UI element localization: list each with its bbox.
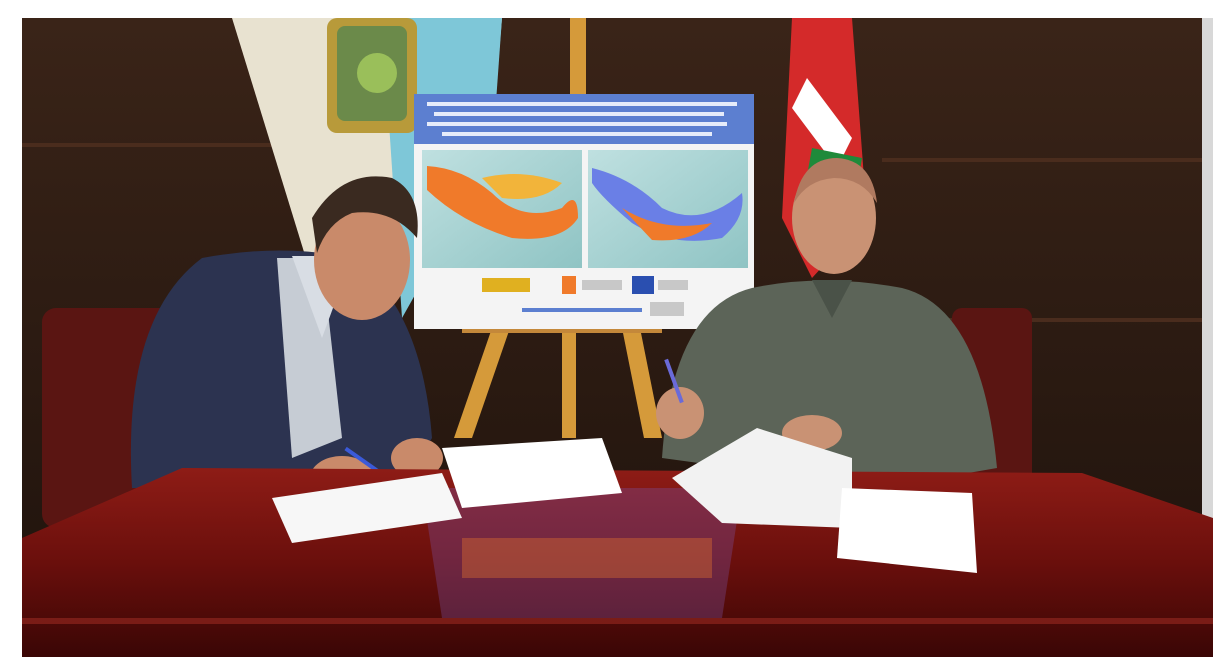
flood-map-left [422,150,582,268]
glossy-table [22,468,1213,657]
man-left-signing [130,176,443,500]
project-poster [414,94,754,329]
photograph [22,18,1213,657]
sponsor-logos [482,276,688,316]
documents [272,428,977,573]
flood-map-right [588,150,748,268]
